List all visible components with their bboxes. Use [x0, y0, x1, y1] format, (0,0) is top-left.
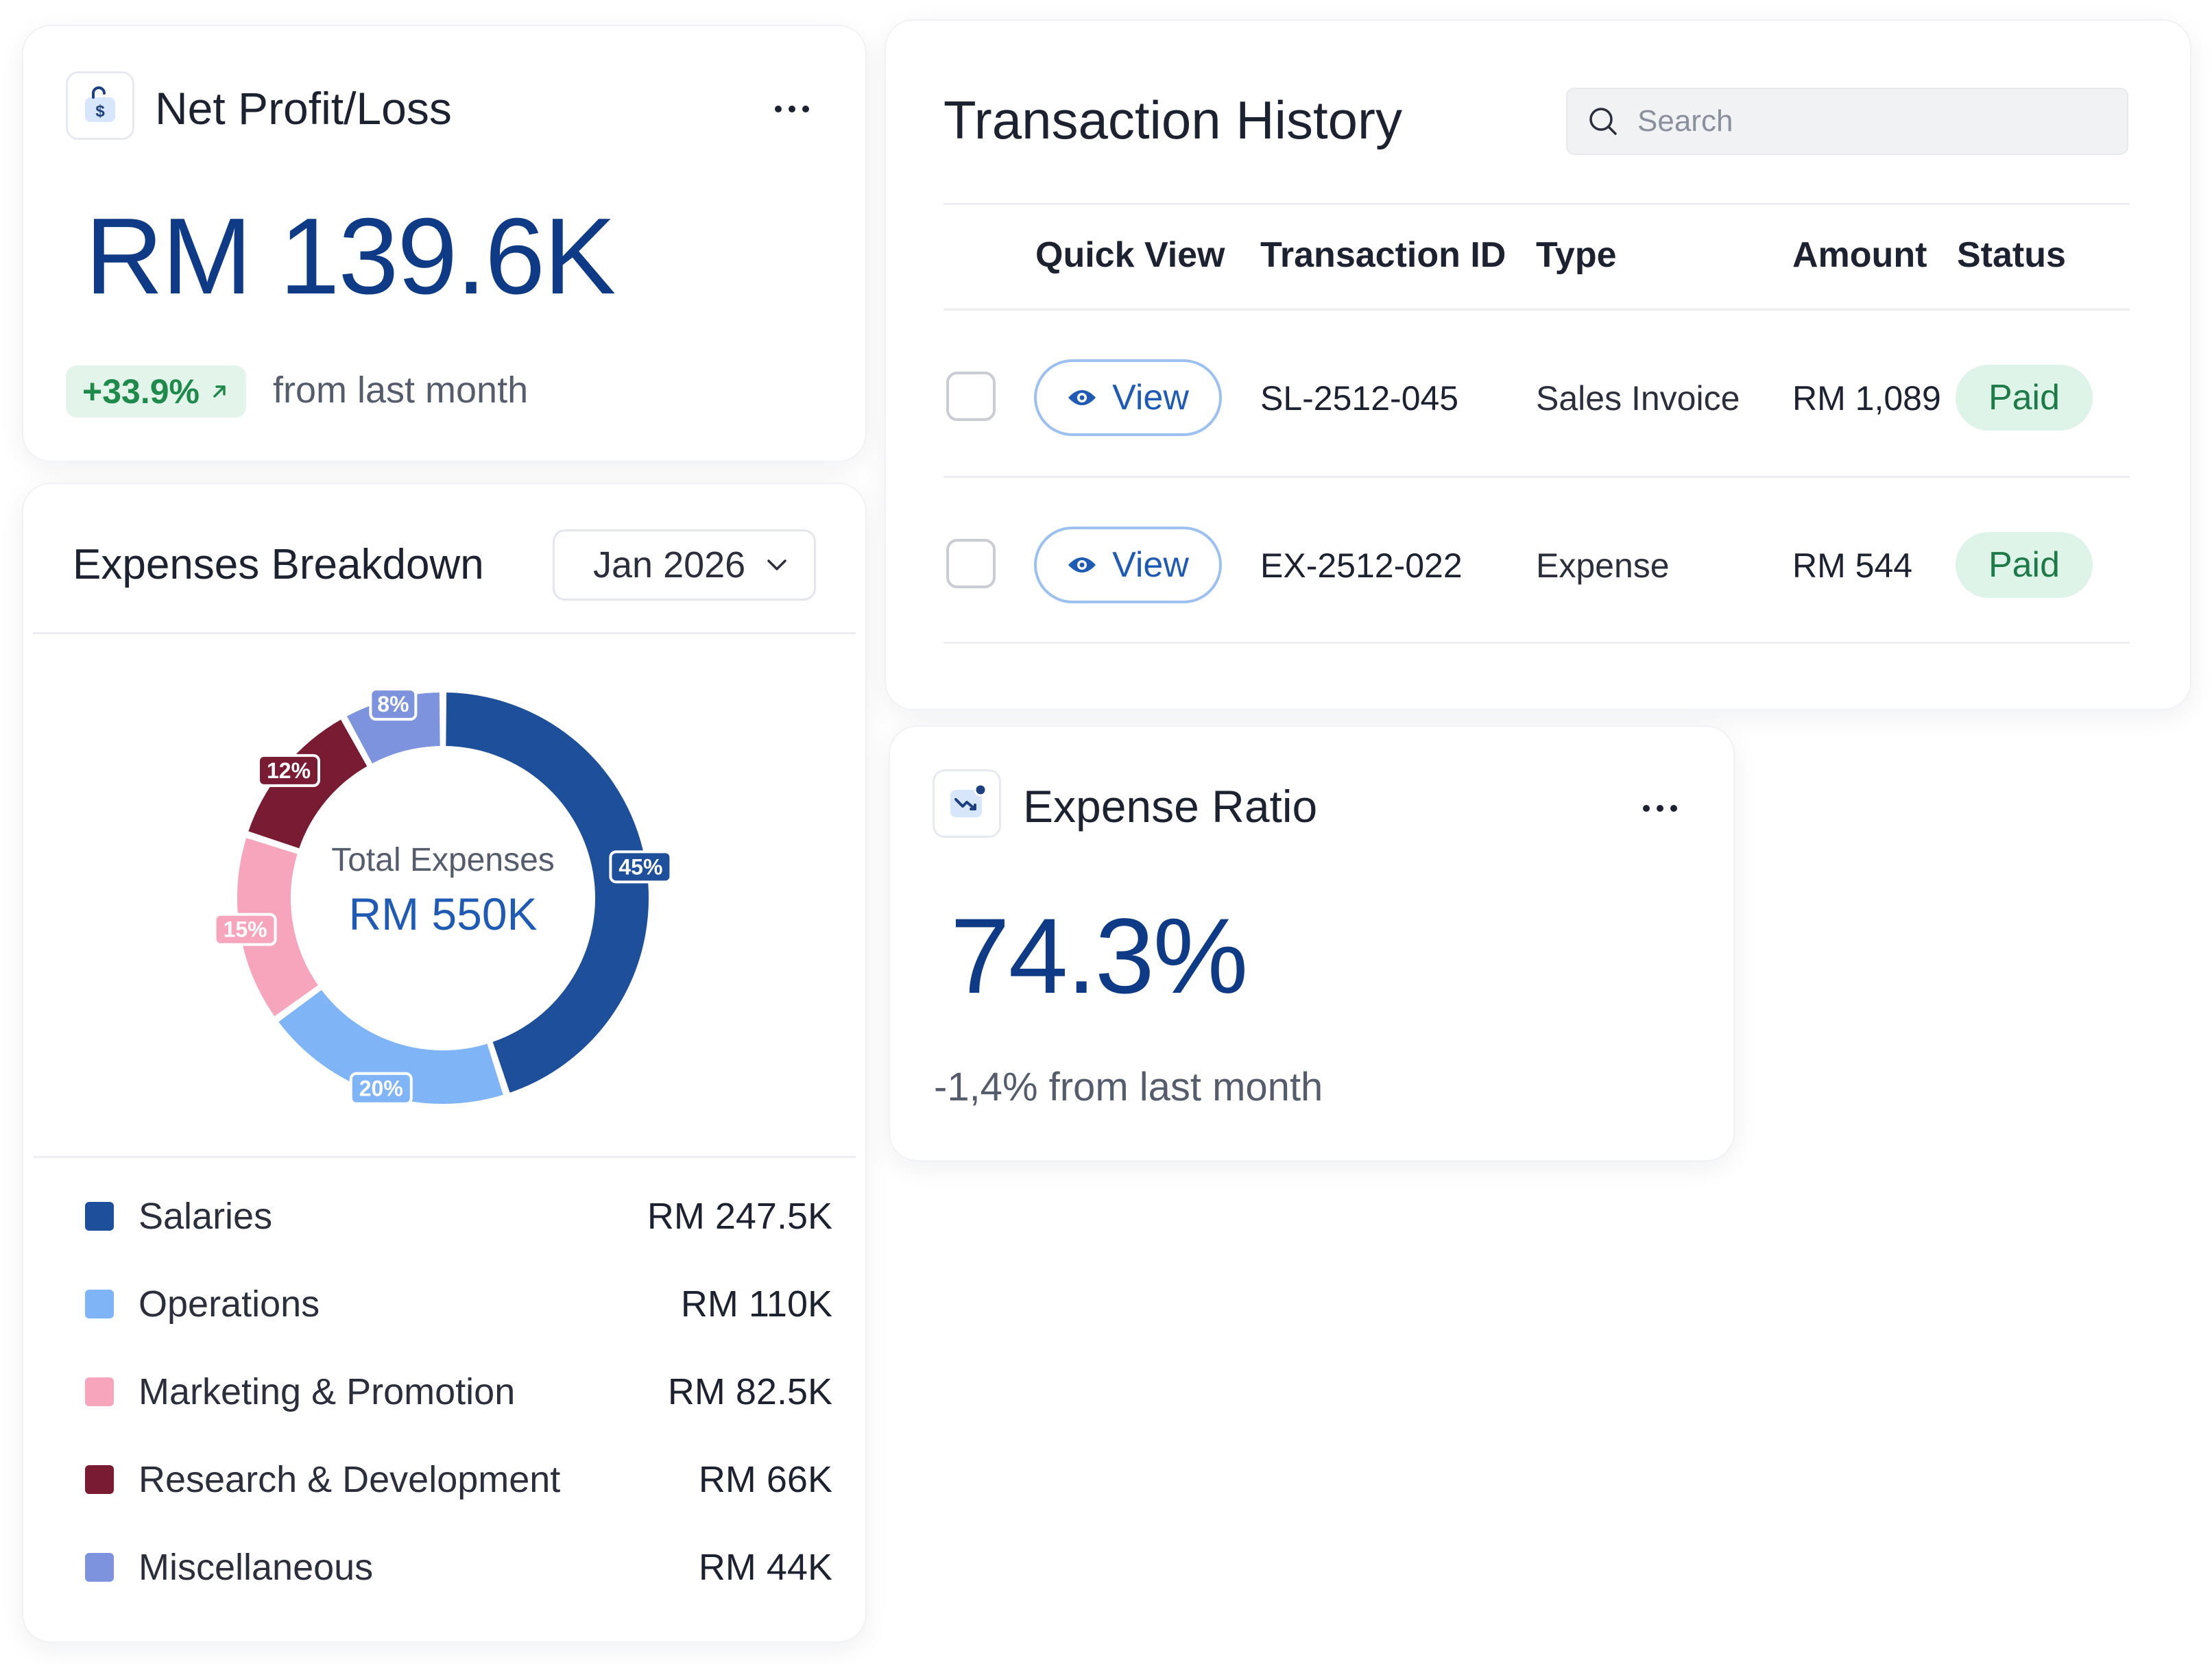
legend-swatch [85, 1553, 114, 1582]
divider [943, 309, 2130, 311]
expenses-donut-chart: 45% 20% 15% 12% 8% Total Expenses RM 550K [213, 688, 673, 1107]
expense-ratio-title: Expense Ratio [1023, 781, 1318, 832]
legend-value: RM 66K [698, 1459, 832, 1500]
column-header-amount: Amount [1792, 235, 1927, 275]
search-input[interactable] [1636, 104, 2119, 139]
legend-label: Marketing & Promotion [139, 1371, 516, 1412]
svg-text:45%: 45% [618, 854, 662, 879]
status-badge: Paid [1956, 532, 2093, 598]
legend-swatch [85, 1202, 114, 1231]
more-options-icon[interactable] [768, 99, 816, 119]
trend-caption: from last month [273, 370, 529, 411]
legend-value: RM 247.5K [647, 1196, 832, 1237]
legend-label: Research & Development [139, 1459, 561, 1500]
column-header-transaction-id: Transaction ID [1260, 235, 1506, 275]
transaction-history-title: Transaction History [943, 90, 1402, 150]
expense-ratio-change: -1,4% from last month [934, 1065, 1323, 1109]
transaction-amount: RM 1,089 [1792, 379, 1941, 418]
period-value: Jan 2026 [593, 544, 746, 586]
legend-swatch [85, 1377, 114, 1406]
trend-percent: +33.9% [82, 372, 200, 411]
net-profit-card: $ Net Profit/Loss RM 139.6K +33.9% from … [23, 26, 865, 461]
legend-swatch [85, 1465, 114, 1494]
legend-value: RM 82.5K [667, 1371, 832, 1412]
legend-item: Marketing & Promotion RM 82.5K [85, 1364, 832, 1419]
donut-percent-label: 8% [369, 688, 418, 721]
expense-ratio-card: Expense Ratio 74.3% -1,4% from last mont… [890, 727, 1733, 1160]
status-badge: Paid [1956, 365, 2093, 431]
legend-label: Miscellaneous [139, 1547, 374, 1588]
donut-slice-salaries[interactable] [443, 689, 651, 1096]
column-header-quick-view: Quick View [1035, 235, 1225, 275]
trend-badge: +33.9% [66, 365, 246, 418]
legend-value: RM 44K [698, 1547, 832, 1588]
divider [33, 632, 856, 634]
legend-item: Salaries RM 247.5K [85, 1189, 832, 1244]
legend-value: RM 110K [680, 1283, 832, 1325]
more-options-icon[interactable] [1636, 798, 1684, 819]
divider [943, 642, 2130, 644]
divider [943, 476, 2130, 478]
legend-label: Operations [139, 1283, 320, 1325]
net-profit-title: Net Profit/Loss [155, 83, 452, 134]
transaction-type: Sales Invoice [1536, 379, 1740, 418]
svg-text:15%: 15% [224, 917, 267, 942]
trend-down-chart-icon [933, 769, 1001, 838]
donut-percent-label: 12% [257, 753, 321, 787]
expenses-title: Expenses Breakdown [73, 541, 484, 588]
legend-item: Research & Development RM 66K [85, 1452, 832, 1507]
transaction-type: Expense [1536, 546, 1670, 585]
period-select[interactable]: Jan 2026 [553, 529, 816, 601]
donut-percent-label: 45% [609, 850, 673, 884]
view-label: View [1112, 378, 1189, 418]
transaction-history-card: Transaction History Quick View Transacti… [886, 21, 2190, 709]
donut-percent-label: 15% [213, 913, 277, 946]
legend-item: Miscellaneous RM 44K [85, 1540, 832, 1595]
legend-item: Operations RM 110K [85, 1277, 832, 1331]
transaction-id: SL-2512-045 [1260, 379, 1459, 418]
expense-ratio-value: 74.3% [950, 897, 1248, 1016]
transaction-id: EX-2512-022 [1260, 546, 1463, 585]
divider [943, 203, 2130, 205]
donut-center-label: Total Expenses [331, 842, 555, 878]
arrow-up-right-icon [213, 385, 226, 398]
legend-label: Salaries [139, 1196, 273, 1237]
svg-text:$: $ [95, 102, 105, 121]
donut-slice-marketing-promotion[interactable] [235, 834, 322, 1020]
column-header-type: Type [1536, 235, 1617, 275]
view-button[interactable]: View [1034, 359, 1222, 436]
search-icon [1589, 108, 1617, 135]
donut-slice-operations[interactable] [274, 986, 507, 1107]
expenses-breakdown-card: Expenses Breakdown Jan 2026 45% 20% 15% 12%… [23, 484, 865, 1641]
svg-text:12%: 12% [267, 758, 311, 783]
donut-percent-label: 20% [349, 1072, 413, 1105]
view-button[interactable]: View [1034, 527, 1222, 603]
view-label: View [1112, 545, 1189, 585]
row-checkbox[interactable] [946, 372, 996, 421]
transaction-amount: RM 544 [1792, 546, 1913, 585]
wallet-dollar-icon: $ [66, 71, 134, 140]
svg-text:20%: 20% [359, 1076, 403, 1101]
chevron-down-icon [767, 559, 786, 570]
donut-center-value: RM 550K [348, 889, 537, 939]
svg-text:8%: 8% [377, 692, 409, 716]
eye-icon [1068, 557, 1096, 572]
search-box[interactable] [1566, 88, 2128, 155]
legend-swatch [85, 1290, 114, 1318]
eye-icon [1068, 390, 1096, 405]
net-profit-value: RM 139.6K [85, 196, 616, 317]
column-header-status: Status [1957, 235, 2066, 275]
divider [33, 1156, 856, 1158]
row-checkbox[interactable] [946, 539, 996, 588]
